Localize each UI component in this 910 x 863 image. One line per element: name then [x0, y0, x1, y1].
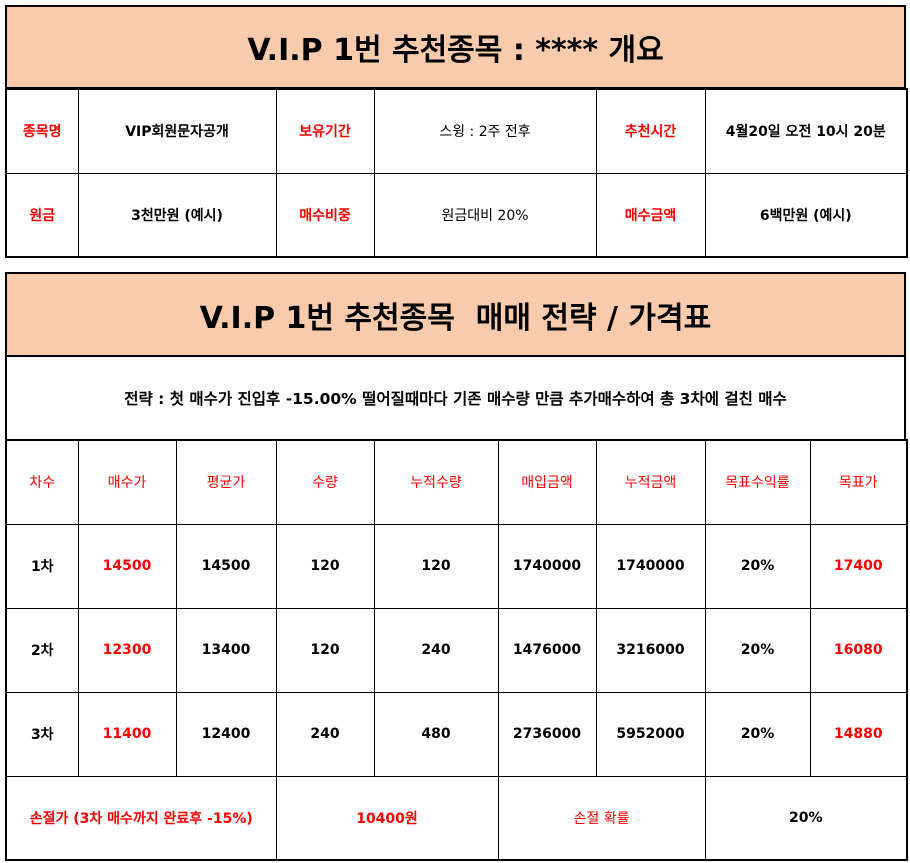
table-cell: 120: [275, 523, 375, 609]
table-cell: 14880: [809, 691, 908, 777]
buy-amount-value: 6백만원 (예시): [704, 172, 908, 258]
table-cell: 2차: [5, 607, 79, 693]
principal-value: 3천만원 (예시): [77, 172, 277, 258]
strategy-title: V.I.P 1번 추천종목 매매 전략 / 가격표: [199, 300, 712, 336]
stoploss-row: 손절가 (3차 매수까지 완료후 -15%) 10400원 손절 확률 20%: [5, 775, 908, 861]
table-cell: 17400: [809, 523, 908, 609]
holding-period-value: 스윙 : 2주 전후: [373, 88, 597, 174]
table-row: 2차 12300 13400 120 240 1476000 3216000 2…: [5, 607, 908, 693]
strategy-description: 전략 : 첫 매수가 진입후 -15.00% 떨어질때마다 기존 매수량 만큼 …: [124, 390, 787, 408]
table-cell: 240: [275, 691, 375, 777]
buy-amount-label: 매수금액: [595, 172, 706, 258]
column-header: 매입금액: [497, 439, 597, 525]
column-header: 수량: [275, 439, 375, 525]
overview-title-bar: V.I.P 1번 추천종목 : **** 개요: [5, 5, 906, 89]
principal-label: 원금: [5, 172, 79, 258]
recommend-time-label: 추천시간: [595, 88, 706, 174]
column-header: 평균가: [175, 439, 277, 525]
stoploss-value: 10400원: [275, 775, 499, 861]
buy-ratio-value: 원금대비 20%: [373, 172, 597, 258]
table-cell: 20%: [704, 523, 811, 609]
stoploss-probability-label: 손절 확률: [497, 775, 706, 861]
table-row: 3차 11400 12400 240 480 2736000 5952000 2…: [5, 691, 908, 777]
table-cell: 1740000: [497, 523, 597, 609]
overview-title: V.I.P 1번 추천종목 : **** 개요: [247, 33, 664, 68]
table-cell: 5952000: [595, 691, 706, 777]
table-cell: 20%: [704, 607, 811, 693]
stoploss-probability-value: 20%: [704, 775, 908, 861]
overview-row: 종목명 VIP회원문자공개 보유기간 스윙 : 2주 전후 추천시간 4월20일…: [5, 88, 908, 174]
holding-period-label: 보유기간: [275, 88, 375, 174]
table-cell: 14500: [77, 523, 177, 609]
table-cell: 12400: [175, 691, 277, 777]
table-cell: 120: [373, 523, 499, 609]
recommend-time-value: 4월20일 오전 10시 20분: [704, 88, 908, 174]
table-row: 1차 14500 14500 120 120 1740000 1740000 2…: [5, 523, 908, 609]
price-table: 차수 매수가 평균가 수량 누적수량 매입금액 누적금액 목표수익률 목표가 1…: [5, 439, 908, 861]
table-cell: 2736000: [497, 691, 597, 777]
overview-table: 종목명 VIP회원문자공개 보유기간 스윙 : 2주 전후 추천시간 4월20일…: [5, 88, 908, 258]
column-header: 누적수량: [373, 439, 499, 525]
table-cell: 12300: [77, 607, 177, 693]
overview-row: 원금 3천만원 (예시) 매수비중 원금대비 20% 매수금액 6백만원 (예시…: [5, 172, 908, 258]
column-header: 매수가: [77, 439, 177, 525]
column-header: 누적금액: [595, 439, 706, 525]
strategy-description-box: 전략 : 첫 매수가 진입후 -15.00% 떨어질때마다 기존 매수량 만큼 …: [5, 356, 906, 440]
table-cell: 1476000: [497, 607, 597, 693]
table-cell: 16080: [809, 607, 908, 693]
table-cell: 120: [275, 607, 375, 693]
column-header: 목표가: [809, 439, 908, 525]
buy-ratio-label: 매수비중: [275, 172, 375, 258]
table-cell: 11400: [77, 691, 177, 777]
column-header: 목표수익률: [704, 439, 811, 525]
column-header: 차수: [5, 439, 79, 525]
stock-name-value: VIP회원문자공개: [77, 88, 277, 174]
stoploss-label: 손절가 (3차 매수까지 완료후 -15%): [5, 775, 277, 861]
table-cell: 1차: [5, 523, 79, 609]
price-table-header: 차수 매수가 평균가 수량 누적수량 매입금액 누적금액 목표수익률 목표가: [5, 439, 908, 525]
table-cell: 1740000: [595, 523, 706, 609]
table-cell: 13400: [175, 607, 277, 693]
table-cell: 3216000: [595, 607, 706, 693]
stock-name-label: 종목명: [5, 88, 79, 174]
strategy-title-bar: V.I.P 1번 추천종목 매매 전략 / 가격표: [5, 272, 906, 357]
table-cell: 14500: [175, 523, 277, 609]
table-cell: 480: [373, 691, 499, 777]
table-cell: 240: [373, 607, 499, 693]
table-cell: 3차: [5, 691, 79, 777]
table-cell: 20%: [704, 691, 811, 777]
